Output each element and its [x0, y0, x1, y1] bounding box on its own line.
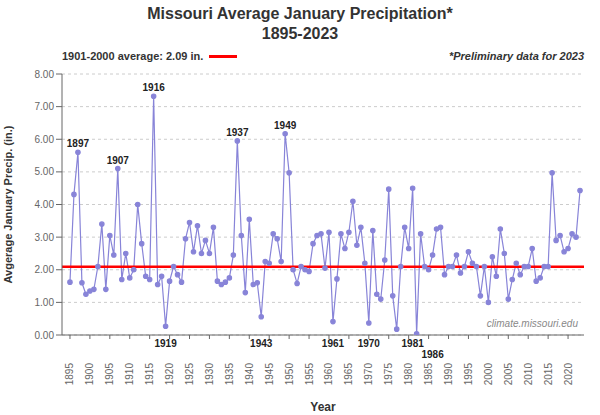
- svg-text:2.00: 2.00: [35, 264, 55, 275]
- svg-text:1919: 1919: [154, 338, 177, 349]
- svg-text:5.00: 5.00: [35, 166, 55, 177]
- svg-text:1910: 1910: [124, 363, 135, 386]
- svg-text:8.00: 8.00: [35, 69, 55, 80]
- svg-text:1955: 1955: [304, 363, 315, 386]
- svg-text:Avgerage January Precip. (in.): Avgerage January Precip. (in.): [8, 125, 14, 283]
- svg-text:1930: 1930: [204, 363, 215, 386]
- svg-text:1920: 1920: [164, 363, 175, 386]
- svg-text:1935: 1935: [224, 363, 235, 386]
- html-text:Missouri Average January Preci: Missouri Average January Precipitation*: [147, 5, 453, 22]
- html-text:1901-2000 average: 2.09 in.: 1901-2000 average: 2.09 in.: [62, 50, 204, 62]
- svg-text:2000: 2000: [483, 363, 494, 386]
- svg-text:7.00: 7.00: [35, 101, 55, 112]
- svg-text:1945: 1945: [264, 363, 275, 386]
- svg-text:1950: 1950: [284, 363, 295, 386]
- svg-text:2020: 2020: [563, 363, 574, 386]
- svg-text:1980: 1980: [403, 363, 414, 386]
- html-text:*Preliminary data for 2023: *Preliminary data for 2023: [448, 50, 584, 62]
- svg-text:1907: 1907: [107, 155, 130, 166]
- svg-text:1960: 1960: [323, 363, 334, 386]
- svg-text:1965: 1965: [343, 363, 354, 386]
- svg-text:2005: 2005: [503, 363, 514, 386]
- svg-text:4.00: 4.00: [35, 199, 55, 210]
- svg-text:Year: Year: [310, 400, 336, 414]
- svg-text:6.00: 6.00: [35, 134, 55, 145]
- svg-text:1985: 1985: [423, 363, 434, 386]
- svg-text:1943: 1943: [250, 338, 273, 349]
- svg-text:1990: 1990: [443, 363, 454, 386]
- svg-text:1.00: 1.00: [35, 297, 55, 308]
- svg-text:1916: 1916: [143, 82, 166, 93]
- svg-text:1905: 1905: [104, 363, 115, 386]
- svg-text:1970: 1970: [363, 363, 374, 386]
- svg-text:1975: 1975: [383, 363, 394, 386]
- svg-text:0.00: 0.00: [35, 330, 55, 341]
- svg-text:1940: 1940: [244, 363, 255, 386]
- svg-text:1986: 1986: [421, 349, 444, 360]
- svg-text:1937: 1937: [226, 127, 249, 138]
- svg-text:1900: 1900: [84, 363, 95, 386]
- svg-text:1981: 1981: [402, 338, 425, 349]
- svg-text:2015: 2015: [543, 363, 554, 386]
- svg-text:1915: 1915: [144, 363, 155, 386]
- html-text:1895-2023: 1895-2023: [261, 25, 339, 42]
- svg-text:1995: 1995: [463, 363, 474, 386]
- svg-text:1925: 1925: [184, 363, 195, 386]
- html-text:climate.missouri.edu: climate.missouri.edu: [486, 318, 578, 329]
- svg-text:1949: 1949: [274, 120, 297, 131]
- svg-text:3.00: 3.00: [35, 232, 55, 243]
- svg-text:1970: 1970: [358, 338, 381, 349]
- svg-text:1897: 1897: [67, 138, 90, 149]
- svg-text:1895: 1895: [64, 363, 75, 386]
- svg-text:2010: 2010: [523, 363, 534, 386]
- svg-text:1961: 1961: [322, 338, 345, 349]
